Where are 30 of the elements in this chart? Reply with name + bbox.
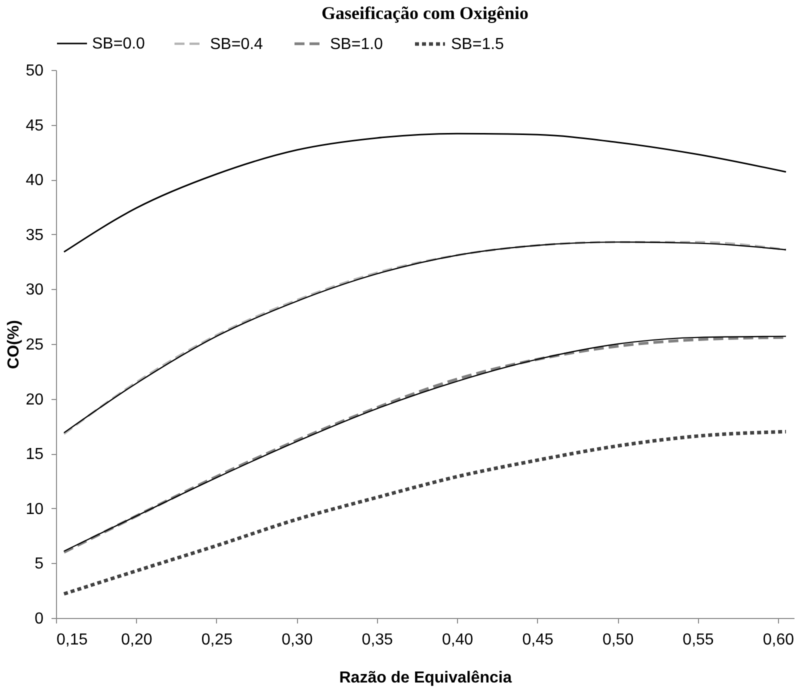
x-tick-label: 0,40 xyxy=(442,632,474,648)
x-tick-label: 0,45 xyxy=(522,632,554,648)
y-tick-label: 25 xyxy=(26,336,44,354)
x-tick-label: 0,25 xyxy=(201,632,233,648)
legend-label: SB=1.5 xyxy=(451,36,504,53)
x-tick-label: 0,20 xyxy=(121,632,152,648)
x-tick-label: 0,60 xyxy=(762,632,794,648)
x-tick-label: 0,30 xyxy=(282,632,313,648)
y-tick-label: 5 xyxy=(34,556,44,573)
line-series xyxy=(63,132,787,253)
legend-label: SB=0.0 xyxy=(92,36,146,52)
y-tick-label: 45 xyxy=(26,117,44,134)
y-tick-label: 10 xyxy=(26,500,44,518)
y-tick-label: 50 xyxy=(26,62,44,80)
y-tick-label: 0 xyxy=(34,610,44,628)
y-tick-label: 30 xyxy=(26,282,44,299)
legend-label: SB=1.0 xyxy=(330,36,384,53)
line-series xyxy=(62,430,788,596)
legend-label: SB=0.4 xyxy=(210,36,264,53)
y-tick-label: 40 xyxy=(26,172,44,190)
y-tick-label: 15 xyxy=(26,446,44,464)
x-tick-label: 0,15 xyxy=(56,632,88,648)
y-tick-label: 20 xyxy=(26,391,44,408)
y-tick-label: 35 xyxy=(26,226,44,244)
y-axis-title: CO(%) xyxy=(6,320,23,369)
x-tick-label: 0,55 xyxy=(682,632,714,648)
x-axis-title: Razão de Equivalência xyxy=(339,670,512,686)
x-tick-label: 0,50 xyxy=(602,632,634,648)
x-tick-label: 0,35 xyxy=(362,632,394,648)
chart-title: Gaseificação com Oxigênio xyxy=(322,3,528,23)
